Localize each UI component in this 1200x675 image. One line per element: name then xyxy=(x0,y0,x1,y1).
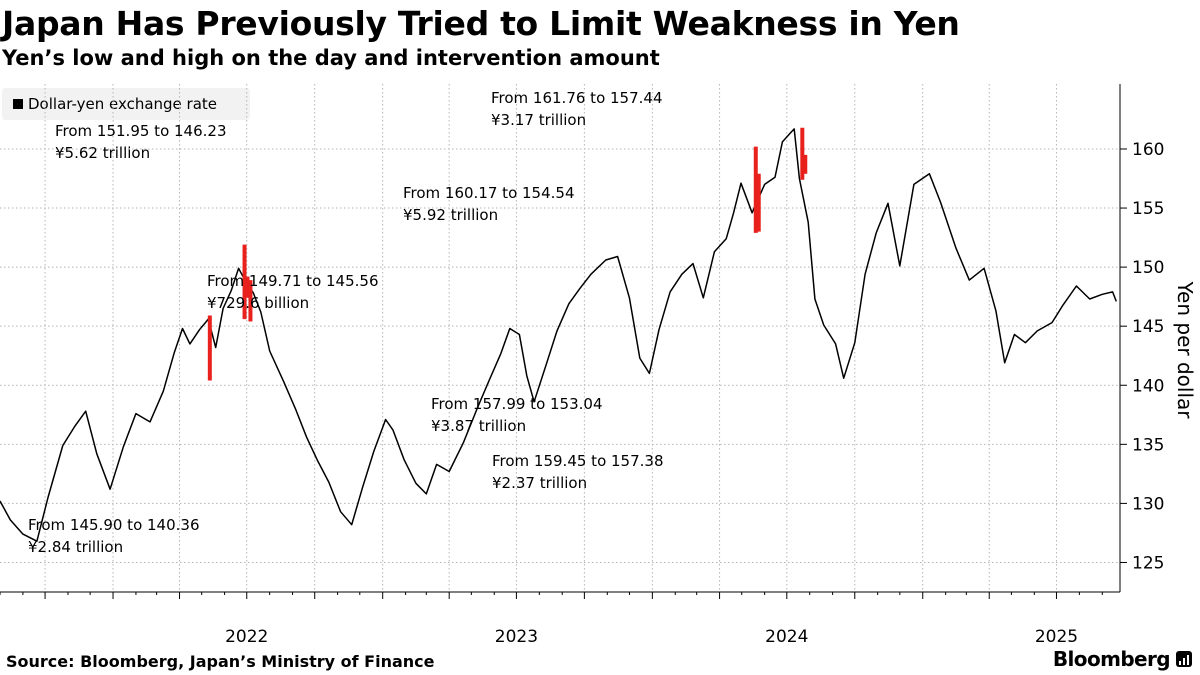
brand: Bloomberg xyxy=(1053,647,1192,671)
annotation-4-amount: ¥5.92 trillion xyxy=(403,206,498,224)
annotation-1-amount: ¥5.62 trillion xyxy=(55,144,150,162)
annotations: From 145.90 to 140.36 ¥2.84 trillion From … xyxy=(28,89,664,556)
annotation-4-range: From 160.17 to 154.54 xyxy=(403,184,575,202)
annotation-2-range: From 149.71 to 145.56 xyxy=(207,272,379,290)
x-tick-label-2025: 2025 xyxy=(1035,627,1078,647)
intervention-marks xyxy=(210,128,805,381)
x-tick-label-2023: 2023 xyxy=(495,627,538,647)
y-tick-label-130: 130 xyxy=(1132,494,1164,514)
y-tick-label-150: 150 xyxy=(1132,258,1164,278)
annotation-5-amount: ¥3.87 trillion xyxy=(431,417,526,435)
source-note: Source: Bloomberg, Japan’s Ministry of F… xyxy=(6,652,435,671)
annotation-2-amount: ¥729.6 billion xyxy=(207,294,309,312)
annotation-6-amount: ¥2.37 trillion xyxy=(492,474,587,492)
annotation-3-range: From 161.76 to 157.44 xyxy=(491,89,663,107)
brand-name: Bloomberg xyxy=(1053,647,1170,671)
y-tick-label-125: 125 xyxy=(1132,553,1164,573)
annotation-0-range: From 145.90 to 140.36 xyxy=(28,516,200,534)
annotation-5-range: From 157.99 to 153.04 xyxy=(431,395,603,413)
y-axis: 125 130 135 140 145 150 155 160 xyxy=(1120,84,1164,592)
x-axis: 2022 2023 2024 2025 xyxy=(0,592,1120,647)
x-tick-label-2024: 2024 xyxy=(765,627,808,647)
y-tick-label-155: 155 xyxy=(1132,199,1164,219)
annotation-6-range: From 159.45 to 157.38 xyxy=(492,452,664,470)
y-tick-label-135: 135 xyxy=(1132,435,1164,455)
annotation-3-amount: ¥3.17 trillion xyxy=(491,111,586,129)
y-axis-label: Yen per dollar xyxy=(1173,280,1197,419)
y-tick-label-140: 140 xyxy=(1132,376,1164,396)
y-tick-label-160: 160 xyxy=(1132,140,1164,160)
y-tick-label-145: 145 xyxy=(1132,317,1164,337)
annotation-1-range: From 151.95 to 146.23 xyxy=(55,122,227,140)
x-tick-label-2022: 2022 xyxy=(225,627,268,647)
bloomberg-logo-icon xyxy=(1176,651,1192,667)
annotation-0-amount: ¥2.84 trillion xyxy=(28,538,123,556)
